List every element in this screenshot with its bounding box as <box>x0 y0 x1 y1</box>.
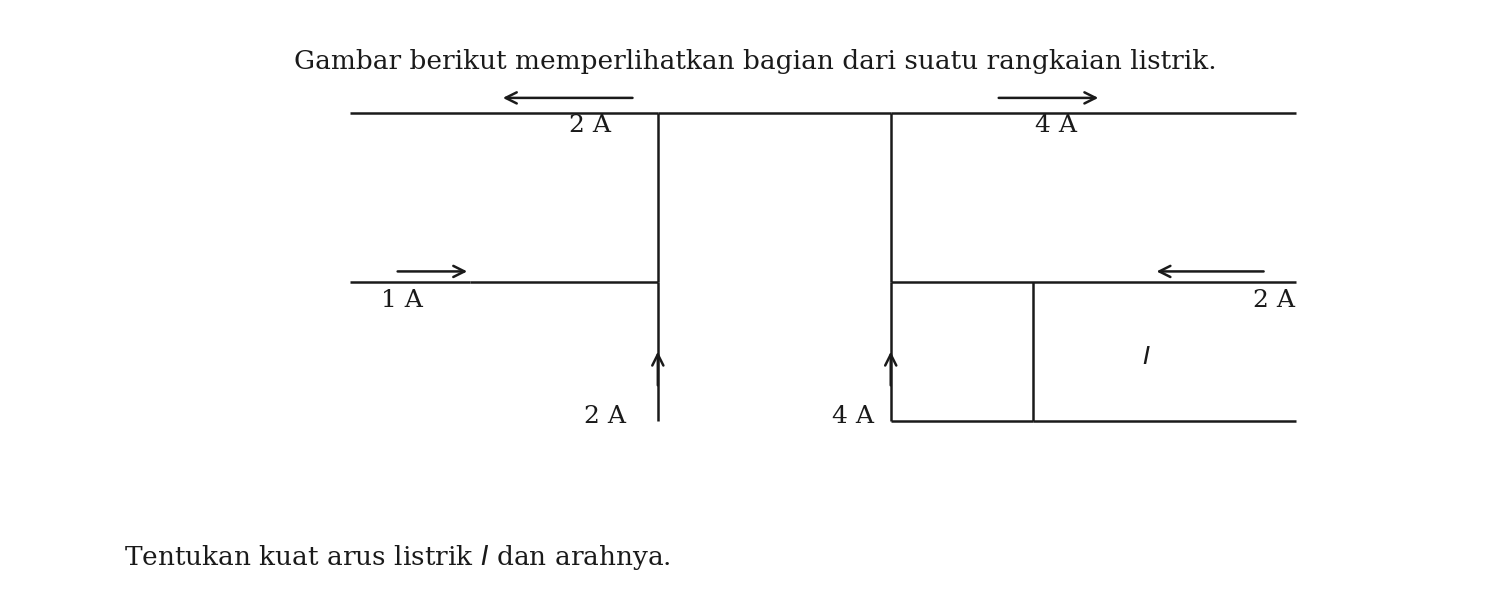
Text: 4 A: 4 A <box>1035 113 1077 137</box>
Text: Gambar berikut memperlihatkan bagian dari suatu rangkaian listrik.: Gambar berikut memperlihatkan bagian dar… <box>295 49 1216 74</box>
Text: 4 A: 4 A <box>833 405 875 428</box>
Text: 2 A: 2 A <box>570 113 612 137</box>
Text: 2 A: 2 A <box>1253 289 1295 312</box>
Text: 1 A: 1 A <box>381 289 423 312</box>
Text: Tentukan kuat arus listrik $I$ dan arahnya.: Tentukan kuat arus listrik $I$ dan arahn… <box>124 543 671 572</box>
Text: $I$: $I$ <box>1142 346 1150 370</box>
Text: 2 A: 2 A <box>585 405 626 428</box>
